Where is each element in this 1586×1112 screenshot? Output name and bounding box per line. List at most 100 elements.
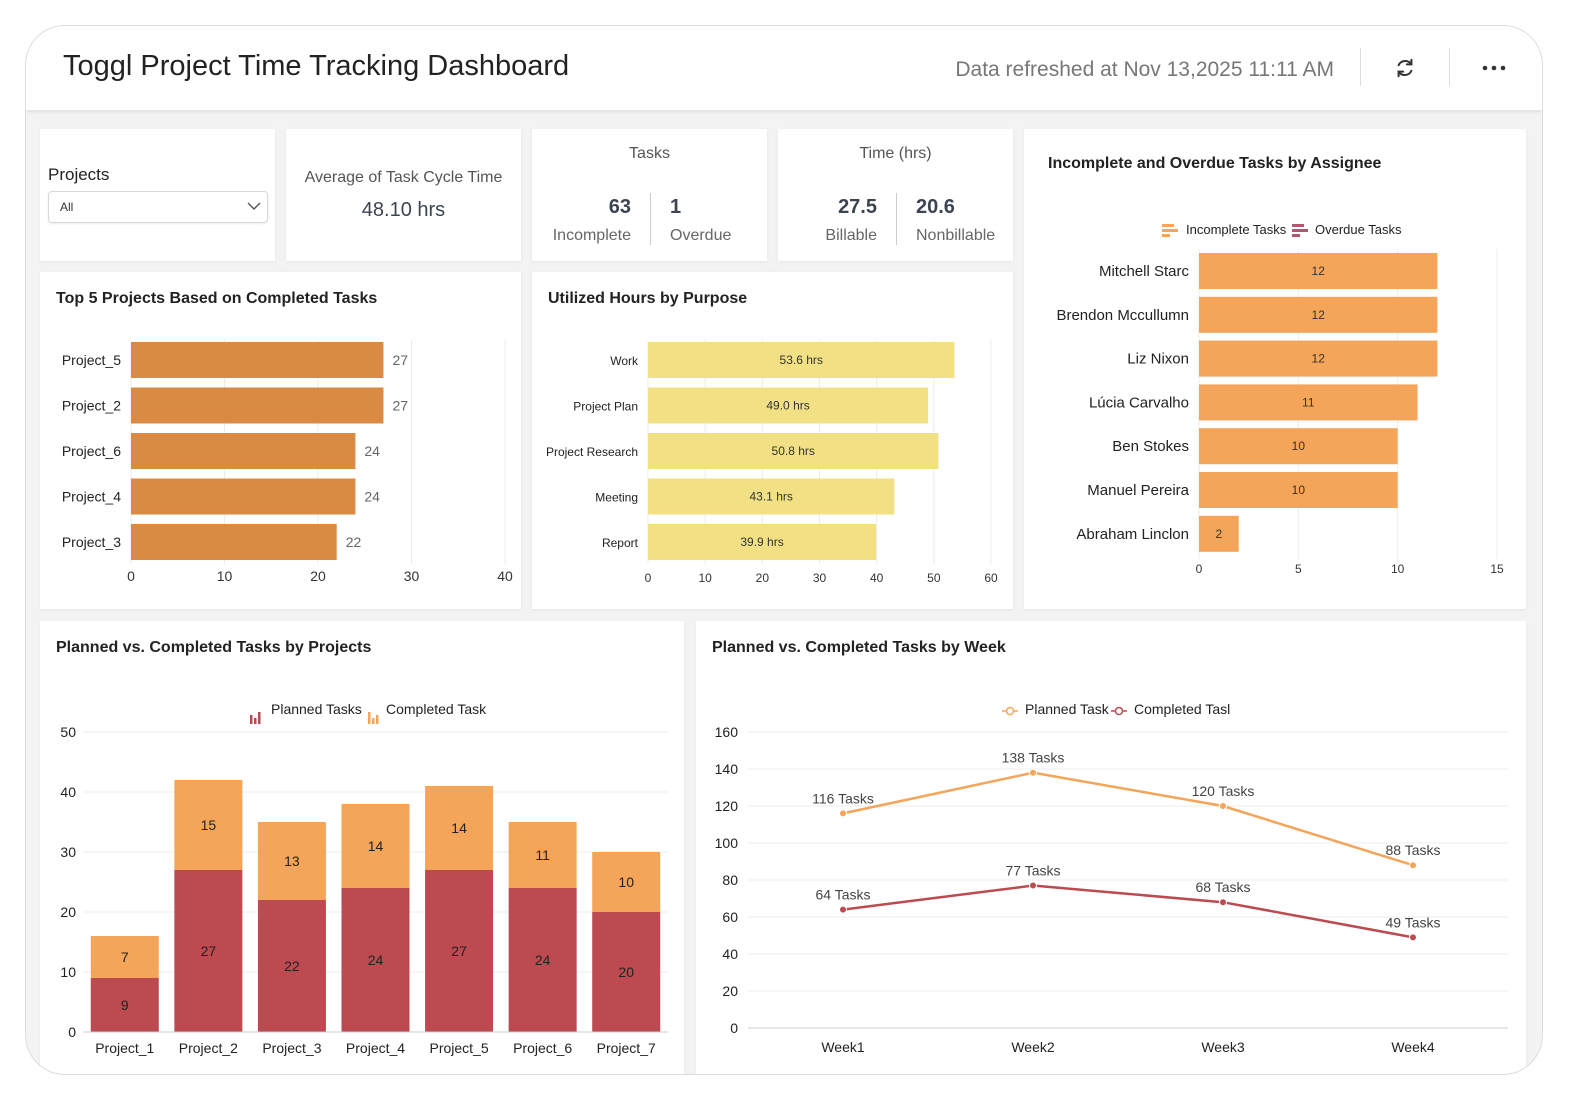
y-tick-label: 10 xyxy=(60,964,76,980)
projects-filter-label: Projects xyxy=(48,165,110,184)
projects-select[interactable]: All xyxy=(48,191,268,223)
overdue-value: 1 xyxy=(670,196,682,218)
bar xyxy=(1199,472,1398,508)
incomplete-label: Incomplete xyxy=(552,227,631,244)
chart-title: Utilized Hours by Purpose xyxy=(548,290,748,307)
overdue-legend-icon xyxy=(1292,224,1304,227)
completed-bar xyxy=(592,852,661,912)
page-title: Toggl Project Time Tracking Dashboard xyxy=(63,50,570,82)
data-label: 15 xyxy=(201,817,217,833)
data-label: 11 xyxy=(535,847,550,863)
time-title: Time (hrs) xyxy=(859,145,932,162)
more-horizontal-icon xyxy=(1482,65,1506,71)
category-label: Project_4 xyxy=(62,489,121,505)
y-tick-label: 60 xyxy=(722,909,738,925)
series-line xyxy=(842,884,1414,939)
data-label: 13 xyxy=(284,853,300,869)
incomplete-legend-icon xyxy=(1162,234,1170,237)
purpose-chart-card: Utilized Hours by Purpose 0 10 20 30 40 50 60 W… xyxy=(532,272,1013,609)
completed-bar xyxy=(341,804,410,888)
planned-legend-icon xyxy=(1005,706,1015,716)
billable-value: 27.5 xyxy=(838,196,877,218)
y-tick-label: 0 xyxy=(730,1020,738,1036)
divider xyxy=(650,193,651,245)
bar xyxy=(131,524,337,560)
data-label: 120 Tasks xyxy=(1192,783,1255,799)
avg-cycle-card: Average of Task Cycle Time 48.10 hrs xyxy=(286,129,521,261)
category-label: Meeting xyxy=(595,491,638,505)
data-point xyxy=(839,809,847,818)
bar xyxy=(1199,296,1438,333)
data-label: 53.6 hrs xyxy=(780,353,823,367)
data-label: 49 Tasks xyxy=(1386,914,1441,930)
completed-bar xyxy=(425,786,494,870)
category-label: Mitchell Starc xyxy=(1099,263,1190,280)
billable-label: Billable xyxy=(825,227,877,244)
data-label: 50.8 hrs xyxy=(772,444,815,458)
x-tick-label: 0 xyxy=(127,568,135,584)
data-label: 20 xyxy=(618,964,634,980)
completed-legend-icon xyxy=(368,712,371,724)
weekly-line-chart-card: Planned vs. Completed Tasks by Week 0 20 4… xyxy=(696,621,1526,1074)
x-tick-label: Week2 xyxy=(1011,1039,1055,1055)
data-point xyxy=(1409,861,1417,870)
y-tick-label: 120 xyxy=(715,798,739,814)
more-options-button[interactable] xyxy=(1474,48,1514,88)
data-label: 10 xyxy=(1292,483,1306,497)
data-label: 12 xyxy=(1312,264,1326,278)
data-label: 77 Tasks xyxy=(1006,863,1061,879)
category-label: Project Plan xyxy=(573,400,638,414)
planned-legend-icon xyxy=(258,712,261,724)
data-label: 116 Tasks xyxy=(812,790,874,806)
chart-title: Planned vs. Completed Tasks by Projects xyxy=(56,639,372,656)
nonbillable-value: 20.6 xyxy=(916,196,955,218)
y-tick-label: 140 xyxy=(715,761,739,777)
data-label: 39.9 hrs xyxy=(740,535,783,549)
bar xyxy=(1199,384,1418,421)
x-tick-label: 0 xyxy=(645,571,652,585)
data-label: 9 xyxy=(121,997,129,1013)
assignee-chart-card: Incomplete and Overdue Tasks by Assignee… xyxy=(1024,129,1526,609)
data-point xyxy=(1219,898,1227,907)
category-label: Ben Stokes xyxy=(1112,438,1189,455)
legend-label: Overdue Tasks xyxy=(1315,222,1402,237)
x-tick-label: 60 xyxy=(984,571,998,585)
refresh-icon xyxy=(1397,58,1413,78)
y-tick-label: 20 xyxy=(722,983,738,999)
category-label: Abraham Linclon xyxy=(1076,526,1189,543)
top5-chart-card: Top 5 Projects Based on Completed Tasks … xyxy=(40,272,521,609)
x-tick-label: 15 xyxy=(1490,562,1504,576)
completed-bar xyxy=(90,936,159,978)
data-label: 2 xyxy=(1216,527,1223,541)
x-tick-label: 50 xyxy=(927,571,941,585)
nonbillable-label: Nonbillable xyxy=(916,227,996,244)
bar xyxy=(131,433,356,469)
planned-bar xyxy=(425,870,494,1032)
category-label: Project_5 xyxy=(62,352,121,368)
data-label: 14 xyxy=(368,838,384,854)
completed-bar xyxy=(257,822,326,900)
chart-svg: 0 10 20 30 40 50 9 7 Project_1 27 15 Project_2 22 13 P… xyxy=(60,701,668,1056)
dashboard: Toggl Project Time Tracking Dashboard Da… xyxy=(25,25,1543,1075)
data-label: 64 Tasks xyxy=(816,887,871,903)
projects-select-value: All xyxy=(60,200,74,214)
tasks-title: Tasks xyxy=(629,145,670,162)
bar xyxy=(131,478,356,515)
divider xyxy=(896,193,897,245)
bar xyxy=(131,342,384,378)
data-label: 24 xyxy=(368,952,384,968)
planned-bar xyxy=(592,912,661,1032)
time-card: Time (hrs) 27.5 Billable 20.6 Nonbillabl… xyxy=(778,129,1013,261)
x-tick-label: 40 xyxy=(497,568,513,584)
completed-legend-icon xyxy=(372,718,375,724)
projects-stacked-chart-card: Planned vs. Completed Tasks by Projects … xyxy=(40,621,684,1074)
x-tick-label: Project_6 xyxy=(513,1040,572,1056)
refresh-button[interactable] xyxy=(1385,48,1425,88)
x-tick-label: 30 xyxy=(404,568,420,584)
data-label: 27 xyxy=(392,352,408,368)
x-tick-label: 10 xyxy=(217,568,233,584)
chevron-down-icon xyxy=(247,202,261,210)
data-label: 14 xyxy=(451,820,467,836)
avg-cycle-value: 48.10 hrs xyxy=(361,199,446,221)
y-tick-label: 80 xyxy=(722,872,738,888)
